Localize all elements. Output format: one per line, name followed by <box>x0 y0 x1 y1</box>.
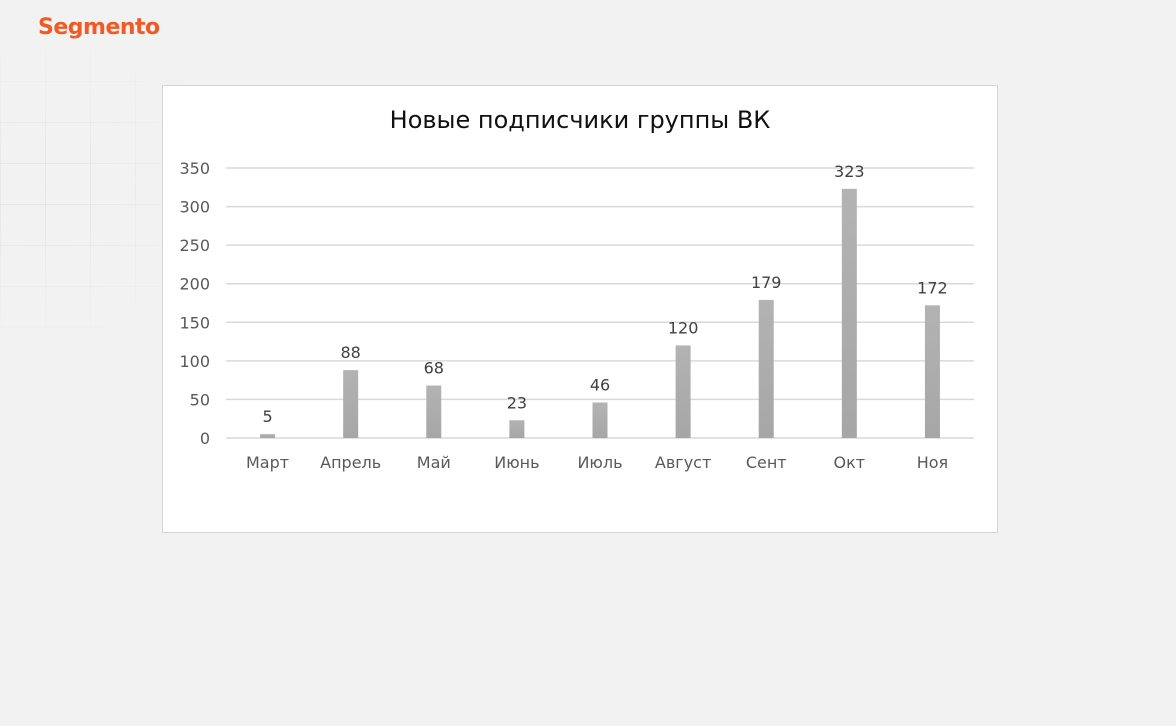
data-label: 68 <box>424 359 444 378</box>
data-label: 23 <box>507 393 527 412</box>
x-tick-label: Август <box>655 453 711 472</box>
chart-title: Новые подписчики группы ВК <box>389 106 771 134</box>
bar <box>509 420 525 438</box>
y-tick-label: 150 <box>179 313 210 332</box>
bar <box>260 434 276 438</box>
x-tick-label: Окт <box>834 453 866 472</box>
bar <box>426 385 442 438</box>
bar <box>924 305 940 438</box>
x-tick-label: Март <box>246 453 289 472</box>
bar <box>758 299 774 438</box>
y-tick-label: 300 <box>179 198 210 217</box>
x-tick-label: Май <box>417 453 451 472</box>
data-label: 88 <box>340 343 360 362</box>
data-label: 5 <box>262 407 272 426</box>
bar <box>592 402 608 438</box>
x-tick-label: Апрель <box>320 453 381 472</box>
y-tick-label: 250 <box>179 236 210 255</box>
data-label: 323 <box>834 162 865 181</box>
y-tick-label: 0 <box>200 429 210 448</box>
segmento-logo: Segmento <box>38 15 160 40</box>
bar <box>841 188 857 438</box>
y-tick-label: 350 <box>179 159 210 178</box>
data-label: 172 <box>917 278 948 297</box>
chart-panel: Новые подписчики группы ВК 0 50 100 150 200 2… <box>162 85 998 533</box>
bar <box>343 370 359 438</box>
x-tick-label: Июль <box>577 453 622 472</box>
y-tick-label: 100 <box>179 352 210 371</box>
y-tick-label: 200 <box>179 275 210 294</box>
bar-chart: 0 50 100 150 200 250 300 350 5 Март 88 Апрель 68 Май 2… <box>179 159 974 472</box>
data-label: 46 <box>590 376 610 395</box>
x-tick-label: Ноя <box>917 453 948 472</box>
x-tick-label: Сент <box>746 453 787 472</box>
y-tick-label: 50 <box>190 390 210 409</box>
data-label: 179 <box>751 273 782 292</box>
x-tick-label: Июнь <box>494 453 539 472</box>
data-label: 120 <box>668 318 699 337</box>
bar <box>675 345 691 438</box>
